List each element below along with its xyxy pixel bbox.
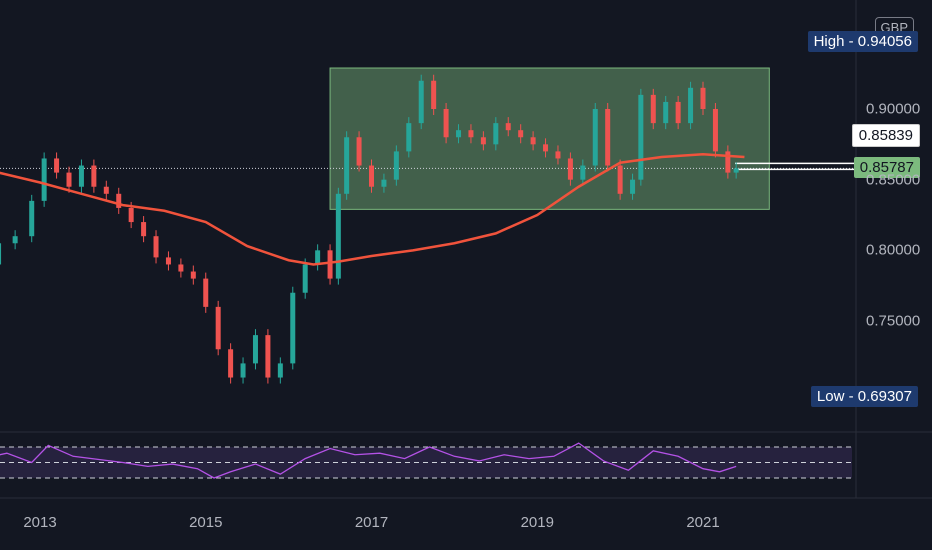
candle-body [592, 109, 598, 166]
candle-body [128, 207, 134, 223]
candle-body [543, 144, 549, 152]
candle-body [493, 123, 499, 145]
candle-body [103, 186, 109, 194]
candle-body [66, 172, 72, 187]
candle-body [567, 158, 573, 180]
candle-body [29, 200, 35, 237]
candle-body [505, 123, 511, 131]
candle-body [327, 250, 333, 279]
candle-body [0, 243, 2, 265]
candle-body [215, 306, 221, 350]
candle-body [675, 101, 681, 124]
candle-body [468, 130, 474, 138]
candle-body [302, 264, 308, 293]
candle-body [228, 349, 234, 378]
candle-body [431, 80, 437, 109]
candle-body [617, 165, 623, 194]
y-tick-label: 0.90000 [866, 100, 921, 118]
price-marker-green: 0.85787 [853, 157, 920, 178]
candle-body [78, 165, 84, 187]
candle-body [165, 257, 171, 265]
candle-body [369, 165, 374, 187]
candle-body [356, 137, 362, 166]
candle-body [530, 137, 536, 145]
candle-body [277, 363, 283, 378]
candle-body [315, 250, 321, 265]
candle-body [580, 165, 586, 180]
price-marker-white: 0.85839 [851, 124, 920, 147]
candle-body [335, 193, 341, 279]
candle-body [443, 109, 449, 138]
x-tick-label: 2019 [520, 514, 554, 531]
candle-body [91, 165, 97, 187]
y-tick-label: 0.80000 [866, 241, 921, 259]
candle-body [555, 151, 561, 159]
candle-body [663, 101, 669, 124]
x-tick-label: 2017 [354, 514, 389, 531]
candle-body [344, 137, 350, 194]
y-tick-label: 0.75000 [866, 312, 921, 330]
candle-body [650, 94, 656, 124]
candle-body [456, 130, 462, 138]
oscillator-line [0, 442, 737, 479]
candle-body [725, 151, 731, 173]
candle-body [290, 292, 296, 364]
moving-average-line [0, 152, 745, 266]
candle-body [178, 264, 184, 272]
candle-body [381, 179, 387, 187]
candle-body [240, 363, 246, 378]
candle-body [252, 335, 258, 364]
candle-body [418, 80, 424, 124]
candle-body [700, 87, 706, 109]
y-tick-label: 0.85000 [866, 171, 921, 189]
x-tick-label: 2013 [23, 514, 57, 531]
candle-body [406, 123, 412, 152]
x-tick-label: 2015 [189, 514, 223, 531]
high-price-tag: High - 0.94056 [807, 31, 918, 52]
candle-body [518, 130, 524, 138]
candle-body [605, 109, 611, 166]
candle-body [265, 335, 271, 378]
range-box [329, 67, 770, 210]
candle-body [638, 94, 644, 180]
candle-body [141, 222, 147, 237]
candle-body [190, 271, 196, 279]
low-price-tag: Low - 0.69307 [810, 386, 918, 407]
candle-body [12, 236, 18, 244]
candle-body [153, 236, 159, 258]
candle-body [116, 193, 122, 208]
candle-body [688, 87, 694, 124]
candle-body [203, 278, 209, 307]
x-tick-label: 2021 [686, 514, 720, 531]
candle-body [393, 151, 399, 180]
candle-body [630, 179, 636, 194]
candle-body [41, 158, 47, 201]
candle-body [733, 168, 739, 173]
candle-body [54, 158, 60, 173]
candle-body [480, 137, 486, 145]
candle-body [712, 109, 718, 152]
